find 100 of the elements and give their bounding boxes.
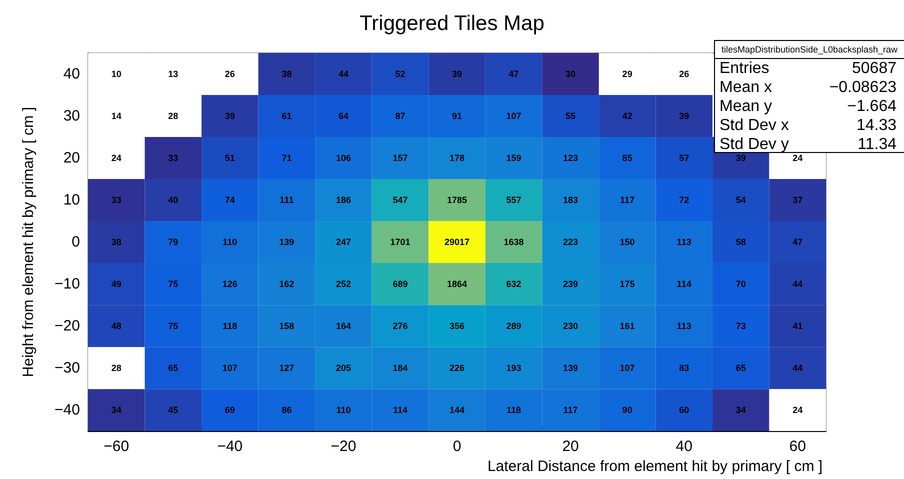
data-label: 161 [620,321,635,332]
data-label: 75 [168,321,178,332]
data-label: 85 [622,153,632,164]
data-label: 34 [736,405,746,416]
data-label: 57 [679,153,690,164]
data-label: 230 [563,321,578,332]
data-label: 39 [736,153,746,164]
data-label: 162 [279,279,294,290]
data-label: 117 [620,195,635,206]
data-label: 65 [736,363,746,374]
data-label: 73 [736,321,746,332]
data-label: 39 [452,69,462,80]
data-label: 110 [336,405,351,416]
x-tick-label: −40 [217,438,243,456]
y-tick-label: −20 [54,318,80,335]
data-label: 276 [392,321,408,332]
data-label: 158 [279,321,294,332]
data-label: 29017 [444,237,470,248]
data-label: 110 [222,237,238,248]
data-label: 1701 [390,237,410,248]
data-label: 107 [506,111,522,122]
data-label: 178 [449,153,465,164]
data-label: 69 [224,405,235,416]
annotation: Mean y [720,98,772,115]
data-label: 65 [168,363,178,374]
data-label: 64 [338,111,348,122]
data-label: 139 [563,363,578,374]
y-tick-label: 0 [72,234,80,251]
data-label: 123 [563,153,578,164]
y-axis-title: Height from element hit by primary [ cm ] [20,107,37,378]
data-label: 28 [111,363,122,374]
data-label: 689 [392,279,408,290]
text: 50687 [852,60,897,77]
data-label: 51 [224,153,235,164]
data-label: 139 [279,237,294,248]
text: 11.34 [858,136,897,153]
data-label: 52 [395,69,406,80]
annotation: Entries [720,60,770,77]
data-label: 79 [168,237,178,248]
y-tick-label: 30 [63,108,80,125]
data-label: 26 [679,69,690,80]
data-label: 107 [222,363,238,374]
data-label: 38 [111,237,122,248]
data-label: 33 [111,195,122,206]
x-tick-label: 20 [562,438,579,456]
data-label: 54 [736,195,746,206]
data-label: 48 [111,321,122,332]
data-label: 144 [449,405,465,416]
data-label: 74 [224,195,235,206]
data-label: 75 [168,279,178,290]
data-label: 118 [222,321,238,332]
data-label: 111 [280,195,294,206]
data-label: 91 [452,111,462,122]
text: −1.664 [847,98,897,115]
data-label: 118 [506,405,522,416]
data-label: 252 [336,279,351,290]
x-tick-label: 40 [676,438,692,456]
y-tick-label: −30 [54,360,80,377]
data-label: 1638 [504,237,524,248]
data-label: 44 [792,363,803,374]
data-label: 26 [224,69,235,80]
data-label: 39 [679,111,690,122]
data-label: 205 [336,363,351,374]
data-label: 183 [563,195,578,206]
data-label: 39 [224,111,235,122]
data-label: 41 [792,321,803,332]
data-label: 14 [111,111,122,122]
annotation: Mean x [720,79,772,96]
data-label: 83 [679,363,690,374]
annotation: tilesMapDistributionSide_L0backsplash_raw [721,44,898,54]
data-label: 114 [676,279,692,290]
data-label: 28 [168,111,178,122]
data-label: 87 [395,111,406,122]
data-label: 34 [111,405,122,416]
data-label: 126 [222,279,238,290]
data-label: 356 [449,321,465,332]
data-label: 117 [563,405,578,416]
data-label: 44 [338,69,348,80]
x-tick-label: 0 [452,438,462,456]
data-label: 90 [622,405,632,416]
data-label: 159 [506,153,522,164]
data-label: 164 [336,321,351,332]
data-label: 186 [336,195,351,206]
data-label: 30 [566,69,576,80]
chart-title: Triggered Tiles Map [360,12,544,35]
data-label: 38 [282,69,292,80]
text: 14.33 [856,117,897,134]
data-label: 114 [392,405,408,416]
data-label: 547 [392,195,408,206]
x-tick-label: −20 [330,438,356,456]
data-label: 107 [620,363,635,374]
data-label: 193 [506,363,522,374]
data-label: 47 [792,237,803,248]
y-tick-label: 40 [63,66,80,83]
data-label: 127 [279,363,294,374]
data-label: 239 [563,279,578,290]
data-label: 33 [168,153,178,164]
data-label: 45 [168,405,178,416]
data-label: 10 [111,69,122,80]
data-label: 632 [506,279,522,290]
